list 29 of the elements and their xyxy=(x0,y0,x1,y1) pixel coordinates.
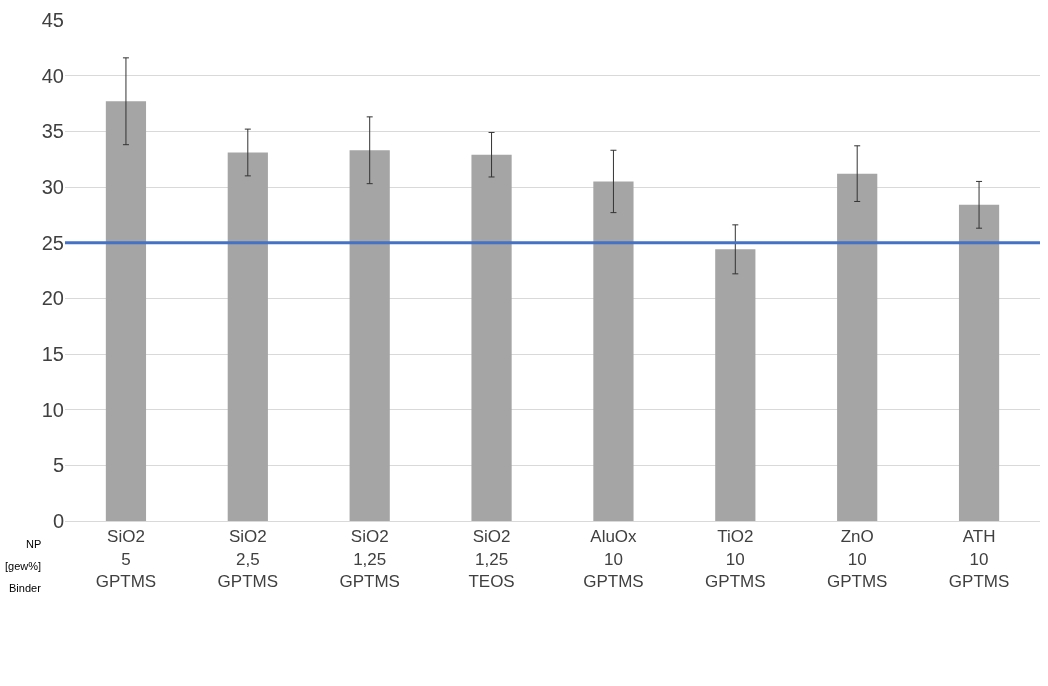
bar xyxy=(105,101,147,521)
x-tick-label: SiO2 1,25 GPTMS xyxy=(339,527,400,591)
bar xyxy=(715,249,756,521)
text: [gew%] xyxy=(5,560,42,572)
y-tick-label: 45 xyxy=(41,9,64,31)
text: NP xyxy=(26,538,42,550)
y-tick-label: 25 xyxy=(41,231,64,254)
y-tick-label: 10 xyxy=(41,398,64,421)
x-tick-label: SiO2 1,25 TEOS xyxy=(468,527,515,591)
x-tick-label: TiO2 10 GPTMS xyxy=(705,527,766,591)
y-tick-label: 35 xyxy=(41,120,64,143)
x-tick-label: ATH 10 GPTMS xyxy=(948,527,1010,591)
y-tick-label: 5 xyxy=(52,454,64,477)
y-tick-label: 20 xyxy=(41,287,64,310)
text: Binder xyxy=(9,582,42,594)
bar xyxy=(837,173,878,521)
bar xyxy=(227,152,268,521)
y-tick-label: 30 xyxy=(41,176,64,198)
y-tick-label: 40 xyxy=(41,64,64,87)
y-tick-label: 0 xyxy=(52,510,64,532)
x-tick-label: SiO2 5 GPTMS xyxy=(95,527,157,591)
bar xyxy=(593,181,634,521)
x-tick-label: AluOx 10 GPTMS xyxy=(583,527,644,591)
y-tick-label: 15 xyxy=(41,343,64,365)
bar xyxy=(958,204,1000,521)
x-tick-label: ZnO 10 GPTMS xyxy=(826,527,888,591)
x-tick-label: SiO2 2,5 GPTMS xyxy=(217,527,279,591)
bar xyxy=(349,150,390,521)
bar xyxy=(471,154,512,521)
